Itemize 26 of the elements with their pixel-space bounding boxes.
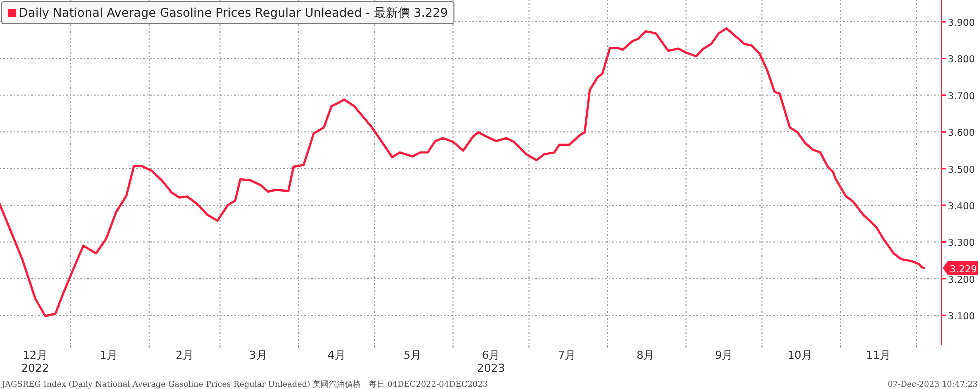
x-tick-label: 1月 <box>100 349 118 362</box>
x-tick-label: 9月 <box>715 349 734 362</box>
x-tick-label: 2月 <box>176 349 194 362</box>
x-tick-label: 8月 <box>636 349 655 362</box>
y-tick-label: 3.600 <box>948 128 976 140</box>
x-tick-label: 6月 2023 <box>477 349 506 375</box>
line-series <box>0 28 926 318</box>
x-tick-label: 3月 <box>249 349 268 362</box>
y-tick-label: 3.500 <box>948 164 976 176</box>
y-tick-label: 3.900 <box>948 18 976 30</box>
x-tick-label: 11月 <box>866 349 892 362</box>
y-tick-label: 3.400 <box>948 202 976 213</box>
x-tick-label: 10月 <box>788 349 813 362</box>
x-tick-label: 4月 <box>328 349 346 362</box>
text: JAGSREG Index (Daily National Average Gasoline Prices Regular Unleaded) 美國汽油價格 每日 04DEC2022-04DEC2023 <box>1 380 488 389</box>
text: 07-Dec-2023 10:47:23 <box>888 380 978 389</box>
y-tick-label: 3.100 <box>948 312 976 323</box>
annotation: 3.229 <box>950 264 978 276</box>
x-tick-label: 5月 <box>404 349 422 362</box>
y-tick-label: 3.700 <box>948 91 976 102</box>
legend-label: Daily National Average Gasoline Prices Regular Unleaded - 最新價 3.229 <box>19 6 448 20</box>
x-tick-label: 7月 <box>558 349 576 362</box>
y-tick-label: 3.200 <box>948 274 976 286</box>
y-tick-label: 3.800 <box>948 54 976 66</box>
x-tick-label: 12月 2022 <box>21 349 50 375</box>
y-tick-label: 3.300 <box>948 238 976 250</box>
